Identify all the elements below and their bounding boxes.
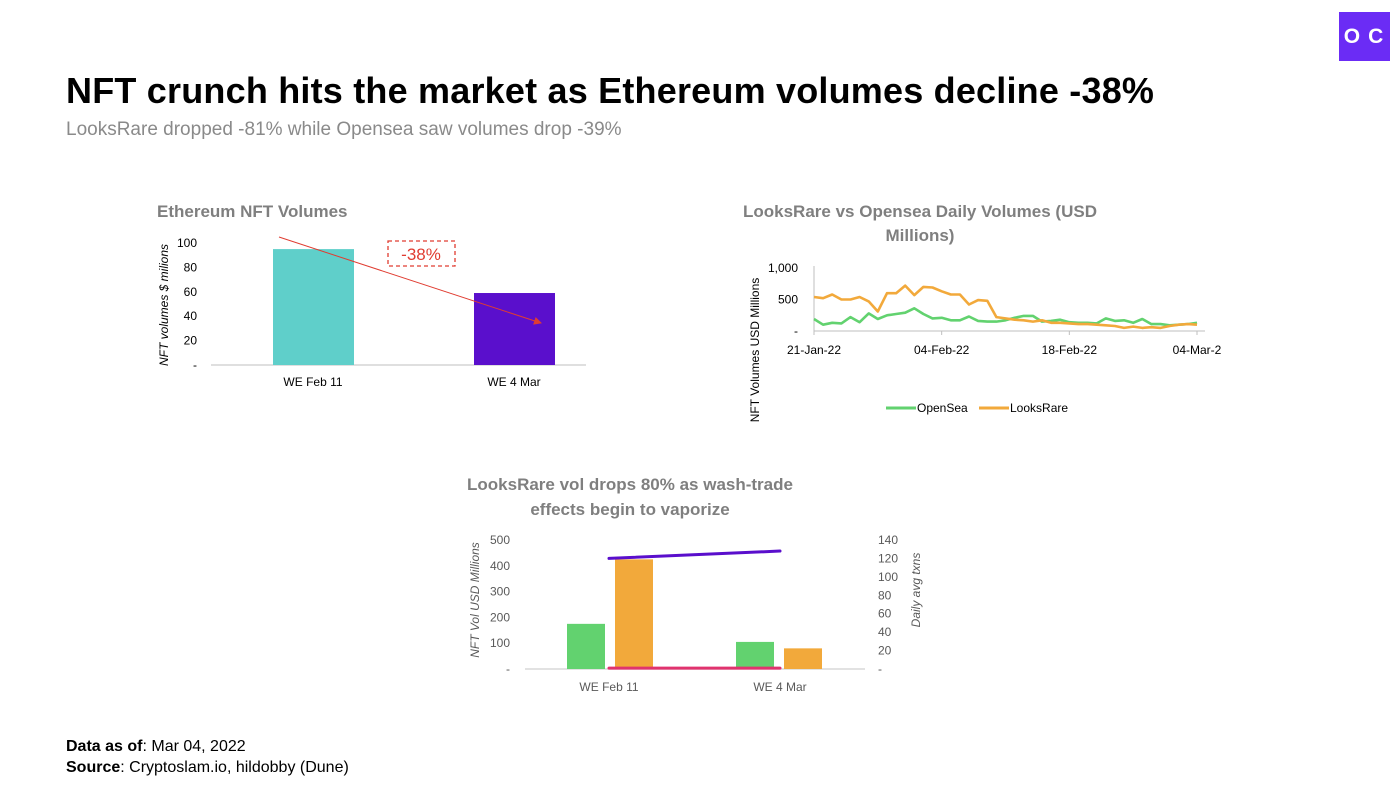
chart-looksrare-vs-opensea: LooksRare vs Opensea Daily Volumes (USD M…	[743, 202, 1222, 422]
legend-label-opensea: OpenSea	[917, 401, 968, 415]
bar-2	[474, 293, 555, 365]
y2-tick-label: 100	[878, 570, 898, 584]
y-tick-label: -	[506, 662, 510, 676]
y-axis-label: NFT Vol USD Millions	[468, 542, 482, 658]
line-series-1	[607, 549, 782, 560]
y-tick-label: -	[794, 324, 798, 338]
y-tick-label: 1,000	[768, 261, 798, 275]
bar-series2-cat1	[615, 559, 653, 669]
y2-tick-label: 120	[878, 551, 898, 565]
x-tick-label: 04-Feb-22	[914, 343, 970, 357]
x-tick-label: WE 4 Mar	[753, 680, 806, 694]
y2-axis-label: Daily avg txns	[909, 553, 923, 628]
x-tick-label: WE Feb 11	[283, 375, 342, 389]
x-tick-label: 18-Feb-22	[1042, 343, 1098, 357]
y-tick-label: 400	[490, 559, 510, 573]
brand-logo: OC	[1339, 12, 1390, 61]
data-as-of-value: : Mar 04, 2022	[142, 738, 246, 755]
series-line-looksrare	[813, 284, 1198, 330]
chart-looksrare-wash-trade: LooksRare vol drops 80% as wash-trade eff…	[467, 475, 923, 694]
chart-title-line-1: LooksRare vs Opensea Daily Volumes (USD	[743, 202, 1097, 221]
y-tick-label: 40	[184, 309, 198, 323]
x-tick-label: 21-Jan-22	[787, 343, 841, 357]
y-tick-label: 200	[490, 610, 510, 624]
y-tick-label: 80	[184, 260, 198, 274]
y-tick-label: 20	[184, 334, 198, 348]
y-tick-label: -	[193, 358, 197, 372]
y2-tick-label: 20	[878, 644, 892, 658]
source: Source: Cryptoslam.io, hildobby (Dune)	[66, 757, 349, 778]
x-tick-label: WE 4 Mar	[487, 375, 540, 389]
y2-tick-label: 40	[878, 625, 892, 639]
y-tick-label: 300	[490, 585, 510, 599]
chart-title-line-2: Millions)	[886, 226, 955, 245]
legend-label-looksrare: LooksRare	[1010, 401, 1068, 415]
x-tick-label: 04-Mar-2	[1173, 343, 1222, 357]
chart-ethereum-nft-volumes: Ethereum NFT Volumes - 20 40 60 80 100 NFT volu…	[157, 202, 586, 389]
page-title: NFT crunch hits the market as Ethereum v…	[66, 70, 1155, 111]
bar-series1-cat2	[736, 641, 774, 669]
data-as-of: Data as of: Mar 04, 2022	[66, 736, 349, 757]
y2-tick-label: -	[878, 662, 882, 676]
y-tick-label: 100	[177, 236, 197, 250]
y-axis-label: NFT Volumes USD Millions	[748, 278, 762, 422]
y2-tick-label: 80	[878, 588, 892, 602]
x-tick-label: WE Feb 11	[579, 680, 638, 694]
y-tick-label: 60	[184, 285, 198, 299]
footer: Data as of: Mar 04, 2022 Source: Cryptos…	[66, 736, 349, 778]
trend-arrow	[278, 236, 542, 325]
annotation-box	[387, 240, 456, 267]
y-tick-label: 500	[490, 533, 510, 547]
source-label: Source	[66, 759, 121, 776]
y2-tick-label: 140	[878, 533, 898, 547]
chart-title-line-2: effects begin to vaporize	[530, 500, 729, 519]
source-value: : Cryptoslam.io, hildobby (Dune)	[120, 759, 349, 776]
y2-tick-label: 60	[878, 607, 892, 621]
y-tick-label: 500	[778, 293, 798, 307]
y-axis-label: NFT volumes $ milions	[157, 244, 171, 366]
chart-title: Ethereum NFT Volumes	[157, 202, 348, 221]
data-as-of-label: Data as of	[66, 738, 143, 755]
y-tick-label: 100	[490, 636, 510, 650]
annotation-label: -38%	[401, 245, 441, 264]
bar-1	[273, 249, 354, 365]
chart-title-line-1: LooksRare vol drops 80% as wash-trade	[467, 475, 793, 494]
bar-series1-cat1	[567, 623, 605, 669]
page-subtitle: LooksRare dropped -81% while Opensea saw…	[66, 119, 622, 140]
bar-series2-cat2	[784, 648, 822, 669]
series-line-opensea	[813, 306, 1198, 327]
